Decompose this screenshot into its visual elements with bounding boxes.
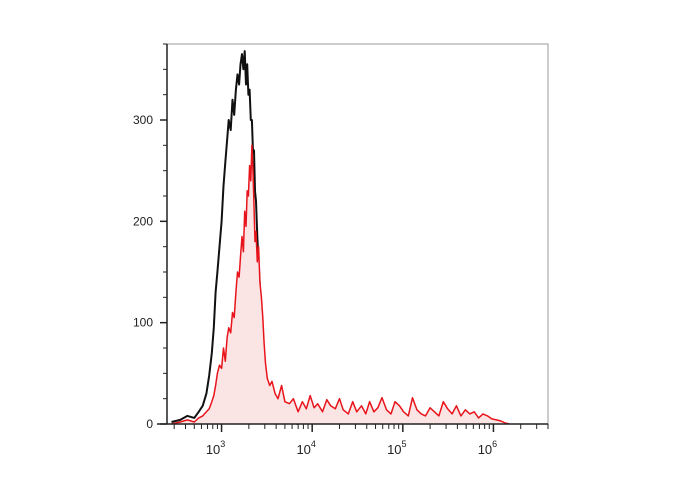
y-tick-label: 0 (146, 417, 153, 431)
y-tick-label: 300 (133, 113, 153, 127)
y-tick-label: 100 (133, 316, 153, 330)
y-tick-label: 200 (133, 214, 153, 228)
x-tick-label: 105 (387, 439, 406, 457)
series-1-line (171, 144, 510, 425)
axes-layer: 0 100 200 300 103 104 105 106 (133, 43, 549, 457)
x-tick-label: 106 (478, 439, 497, 457)
series-layer (171, 50, 510, 425)
series-1 (171, 144, 510, 425)
x-tick-label: 103 (206, 439, 225, 457)
x-tick-label: 104 (296, 439, 315, 457)
series-1-area (171, 145, 510, 425)
